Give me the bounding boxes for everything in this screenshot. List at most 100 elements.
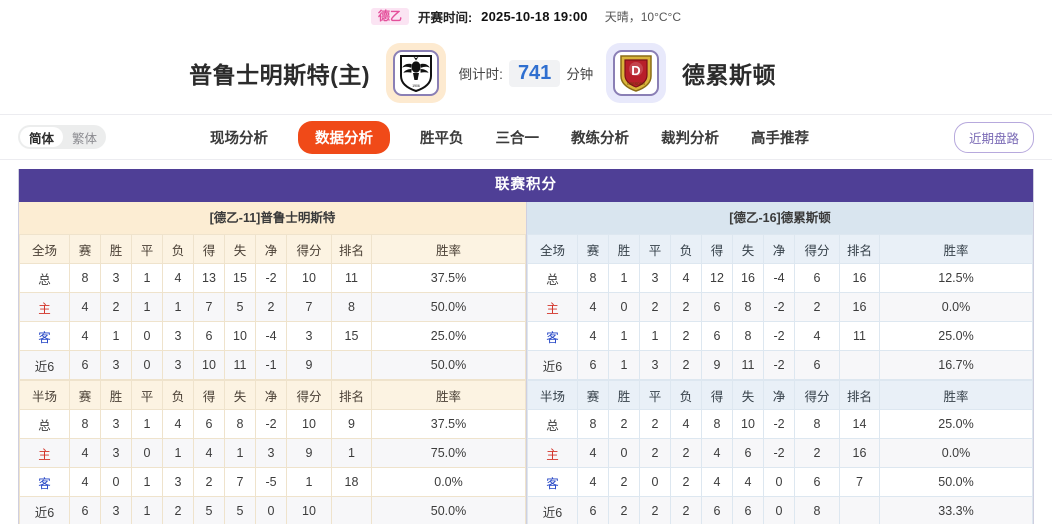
kickoff-time: 2025-10-18 19:00 — [481, 8, 588, 24]
cell-value: 15 — [224, 263, 256, 293]
tab-coach-analysis[interactable]: 教练分析 — [571, 130, 630, 147]
col-header-6: 失 — [732, 234, 764, 264]
cell-value: 2 — [639, 292, 671, 322]
cell-value: 8 — [732, 321, 764, 351]
standings-split: [德乙-11]普鲁士明斯特 全场赛胜平负得失净得分 排名 胜率 总 8 3 1 4 13 15-… — [19, 202, 1033, 524]
cell-value: 14 — [839, 409, 880, 439]
table-header-row: 全场赛胜平负得失净得分 排名 胜率 — [19, 234, 526, 264]
tab-data-analysis[interactable]: 数据分析 — [298, 120, 391, 154]
tab-live-analysis[interactable]: 现场分析 — [210, 130, 269, 147]
cell-value: 16 — [732, 263, 764, 293]
col-header-10: 胜率 — [879, 380, 1033, 410]
cell-value: 2 — [794, 438, 840, 468]
away-team-block[interactable]: D DRESDEN 德累斯顿 — [606, 43, 1006, 103]
cell-value: 3 — [100, 263, 132, 293]
col-header-0: 全场 — [19, 234, 70, 264]
table-row: 近6 6 3 1 2 5 5 0 10 50.0% — [19, 496, 526, 524]
cell-value: 6 — [732, 438, 764, 468]
col-header-6: 失 — [224, 234, 256, 264]
cell-value: 4 — [162, 263, 194, 293]
cell-value: 4 — [69, 467, 101, 497]
cell-value: 8 — [794, 409, 840, 439]
table-row: 客 4 1 1 2 6 8 -2 4 11 25.0% — [527, 321, 1033, 351]
cell-value: 8 — [577, 409, 609, 439]
cell-value: 16 — [839, 292, 880, 322]
table-header-row: 全场赛胜平负得失净得分 排名 胜率 — [527, 234, 1033, 264]
cell-value: 12 — [701, 263, 733, 293]
col-header-9: 排名 — [839, 380, 880, 410]
table-row: 主 4 0 2 2 4 6 -2 2 16 0.0% — [527, 438, 1033, 468]
kickoff-label: 开赛时间: — [418, 10, 473, 25]
cell-value: 33.3% — [879, 496, 1033, 524]
cell-value: 3 — [255, 438, 287, 468]
cell-value: 11 — [331, 263, 372, 293]
col-header-5: 得 — [701, 234, 733, 264]
lang-simplified-option[interactable]: 简体 — [20, 127, 64, 147]
match-meta-bar: 德乙 开赛时间: 2025-10-18 19:00 天晴，10°C°C — [0, 0, 1052, 32]
tab-three-in-one[interactable]: 三合一 — [495, 130, 540, 147]
cell-value: 4 — [577, 292, 609, 322]
col-header-3: 平 — [131, 234, 163, 264]
cell-value: 6 — [732, 496, 764, 524]
cell-value: 10 — [286, 496, 332, 524]
cell-value: 7 — [286, 292, 332, 322]
cell-value: 0 — [255, 496, 287, 524]
cell-value: 0 — [639, 467, 671, 497]
col-header-1: 赛 — [577, 380, 609, 410]
cell-value: 3 — [162, 350, 194, 380]
col-header-1: 赛 — [69, 234, 101, 264]
tab-expert-picks[interactable]: 高手推荐 — [751, 130, 810, 147]
row-label: 主 — [19, 292, 70, 322]
col-header-7: 净 — [255, 234, 287, 264]
cell-value: 8 — [69, 263, 101, 293]
language-toggle[interactable]: 简体 繁体 — [18, 125, 107, 149]
lang-traditional-option[interactable]: 繁体 — [72, 131, 98, 146]
cell-value: 0.0% — [371, 467, 526, 497]
tab-win-draw-loss[interactable]: 胜平负 — [420, 130, 464, 147]
cell-value: -2 — [763, 438, 795, 468]
cell-value: 3 — [100, 438, 132, 468]
cell-value: 2 — [670, 292, 702, 322]
cell-value: 37.5% — [371, 409, 526, 439]
cell-value: 4 — [670, 263, 702, 293]
cell-value: 5 — [224, 496, 256, 524]
table-row: 近6 6 3 0 3 10 11 -1 9 50.0% — [19, 350, 526, 380]
cell-value: 7 — [839, 467, 880, 497]
cell-value: 11 — [732, 350, 764, 380]
cell-value: 1 — [131, 496, 163, 524]
home-team-block[interactable]: 普鲁士明斯特(主) 1906 — [46, 43, 446, 103]
col-header-4: 负 — [670, 234, 702, 264]
cell-value: 4 — [69, 321, 101, 351]
col-header-8: 得分 — [286, 234, 332, 264]
cell-value: 0 — [131, 321, 163, 351]
cell-value: 12.5% — [879, 263, 1033, 293]
cell-value: -1 — [255, 350, 287, 380]
cell-value: -2 — [763, 350, 795, 380]
col-header-2: 胜 — [608, 234, 640, 264]
table-row: 总 8 1 3 4 12 16 -4 6 16 12.5% — [527, 263, 1033, 293]
countdown-unit: 分钟 — [566, 67, 594, 82]
cell-value: 1 — [608, 350, 640, 380]
table-row: 客 4 2 0 2 4 4 0 6 7 50.0% — [527, 467, 1033, 497]
table-row: 主 4 0 2 2 6 8 -2 2 16 0.0% — [527, 292, 1033, 322]
tab-referee-analysis[interactable]: 裁判分析 — [661, 130, 720, 147]
cell-value: 50.0% — [371, 292, 526, 322]
col-header-5: 得 — [193, 380, 225, 410]
col-header-0: 全场 — [527, 234, 578, 264]
cell-value: 3 — [286, 321, 332, 351]
cell-value: 7 — [224, 467, 256, 497]
cell-value: 1 — [331, 438, 372, 468]
cell-value: 1 — [608, 321, 640, 351]
home-crest-wrapper: 1906 — [386, 43, 446, 103]
home-team-name: 普鲁士明斯特(主) — [189, 62, 370, 88]
recent-odds-button[interactable]: 近期盘路 — [953, 121, 1034, 153]
row-label: 客 — [19, 467, 70, 497]
table-row: 近6 6 2 2 2 6 6 0 8 33.3% — [527, 496, 1033, 524]
cell-value: 18 — [331, 467, 372, 497]
table-row: 客 4 1 0 3 6 10 -4 3 15 25.0% — [19, 321, 526, 351]
cell-value: 0 — [131, 438, 163, 468]
cell-value: 13 — [193, 263, 225, 293]
cell-value — [331, 350, 372, 380]
cell-value: 6 — [69, 496, 101, 524]
cell-value: 1 — [608, 263, 640, 293]
